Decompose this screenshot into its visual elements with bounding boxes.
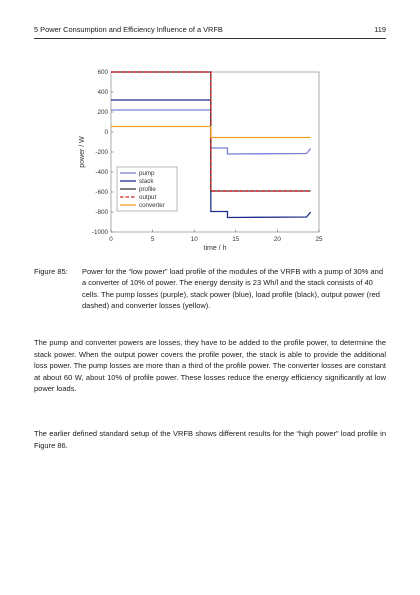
y-tick-label: -600: [95, 189, 108, 196]
y-tick-label: -1000: [92, 229, 109, 236]
header-rule: [34, 38, 386, 39]
y-tick-label: 200: [97, 109, 108, 116]
x-axis-label: time / h: [204, 245, 227, 252]
series-line-converter: [111, 125, 311, 139]
x-tick-label: 20: [274, 236, 282, 243]
y-tick-label: -400: [95, 169, 108, 176]
y-tick-label: 400: [97, 89, 108, 96]
y-tick-label: 0: [104, 129, 108, 136]
x-tick-label: 10: [191, 236, 199, 243]
legend-label: stack: [139, 178, 154, 185]
y-axis-label: power / W: [79, 136, 86, 168]
figure-caption: Figure 85: Power for the “low power” loa…: [34, 266, 386, 312]
y-tick-label: 600: [97, 69, 108, 76]
power-chart: 0 5 10 15 20 25 600 400 200 0 -200 -400 -600 -800 -100…: [79, 69, 323, 252]
legend-label: pump: [139, 170, 155, 177]
caption-text: Power for the “low power” load profile o…: [82, 267, 383, 311]
x-tick-label: 25: [315, 236, 323, 243]
body-paragraph-2: The earlier defined standard setup of th…: [34, 429, 386, 450]
page-header: 5 Power Consumption and Efficiency Influ…: [34, 25, 386, 35]
body-paragraph-1: The pump and converter powers are losses…: [34, 338, 386, 393]
y-tick-label: -800: [95, 209, 108, 216]
y-tick-label: -200: [95, 149, 108, 156]
series-line-output: [111, 71, 311, 192]
running-head: 5 Power Consumption and Efficiency Influ…: [34, 25, 223, 34]
figure-label: Figure 85:: [34, 267, 68, 276]
legend-label: profile: [139, 186, 156, 193]
x-tick-label: 5: [151, 236, 155, 243]
legend-label: converter: [139, 202, 165, 209]
x-tick-label: 15: [232, 236, 240, 243]
page-number: 119: [374, 25, 386, 34]
x-tick-label: 0: [109, 236, 113, 243]
legend-label: output: [139, 194, 156, 201]
